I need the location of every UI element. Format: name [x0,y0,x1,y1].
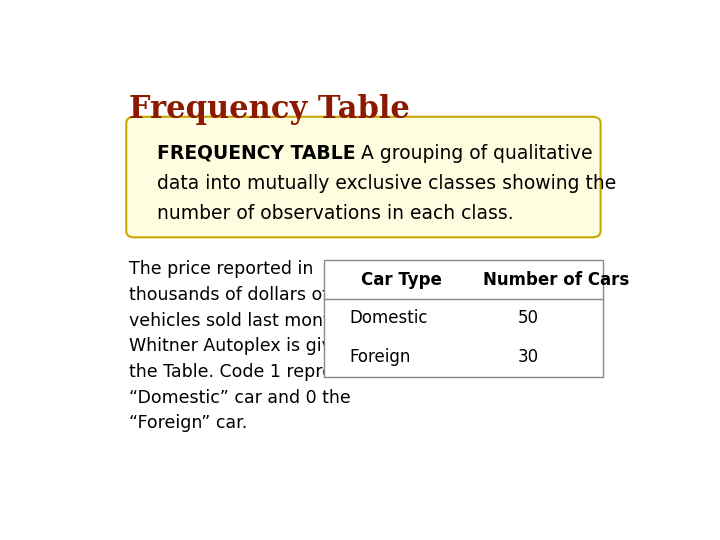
Text: number of observations in each class.: number of observations in each class. [157,204,513,222]
Text: Foreign: Foreign [349,348,411,366]
Text: data into mutually exclusive classes showing the: data into mutually exclusive classes sho… [157,174,616,193]
Text: Frequency Table: Frequency Table [129,94,410,125]
Text: The price reported in
thousands of dollars of 80
vehicles sold last month at
Whi: The price reported in thousands of dolla… [129,260,380,433]
Text: Car Type: Car Type [361,271,441,288]
Text: A grouping of qualitative: A grouping of qualitative [356,144,593,163]
Text: Domestic: Domestic [349,309,428,327]
Bar [324,260,603,377]
Text: Number of Cars: Number of Cars [483,271,629,288]
Text: FREQUENCY TABLE: FREQUENCY TABLE [157,144,356,163]
Text: 50: 50 [518,309,539,327]
Text: 30: 30 [518,348,539,366]
FancyBboxPatch shape [126,117,600,238]
